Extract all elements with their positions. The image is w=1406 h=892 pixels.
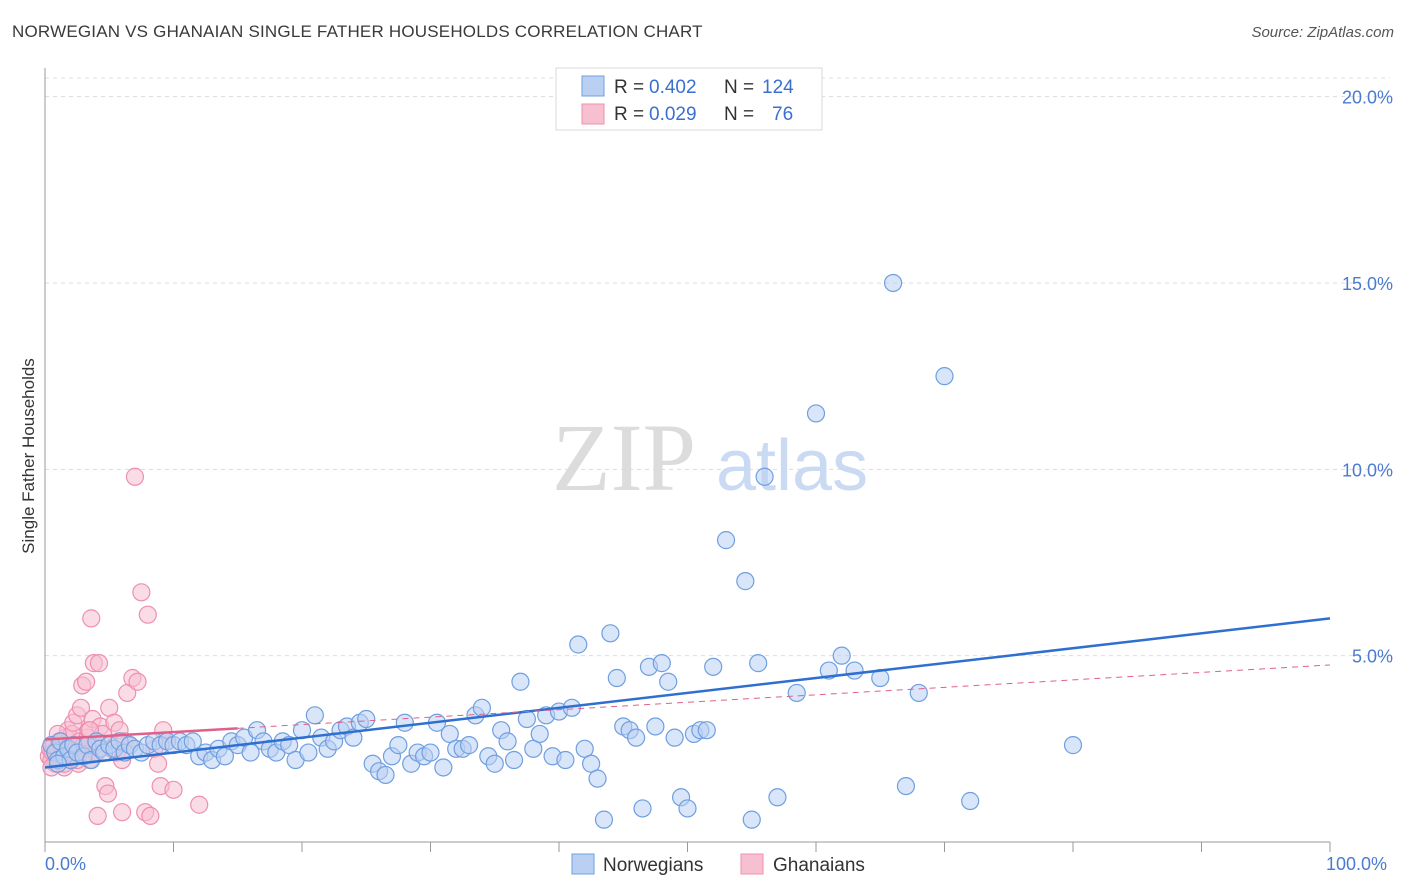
y-tick-label-1: 10.0%	[1342, 460, 1393, 480]
legend-swatch-norwegians	[581, 75, 605, 97]
norwegians-point-112	[736, 572, 755, 591]
bottom-legend-label-norwegians: Norwegians	[603, 855, 703, 876]
norwegians-point-92	[588, 769, 607, 788]
norwegians-point-56	[357, 709, 376, 729]
legend-r-value-ghanaians: 0.029	[649, 104, 697, 125]
norwegians-point-125	[909, 683, 928, 703]
y-tick-labels: 5.0% 10.0% 15.0% 20.0%	[1342, 88, 1393, 667]
y-tick-label-2: 15.0%	[1342, 274, 1393, 294]
norwegians-point-83	[530, 724, 549, 744]
norwegians-point-59	[376, 765, 395, 785]
norwegians-point-114	[749, 654, 768, 673]
norwegians-point-127	[961, 791, 980, 811]
y-tick-label-0: 5.0%	[1352, 647, 1393, 667]
watermark-atlas: atlas	[716, 426, 868, 506]
ghanaians-point-38	[88, 806, 107, 826]
norwegians-point-120	[832, 646, 851, 665]
trend-lines	[44, 617, 1331, 769]
ghanaians-point-29	[77, 672, 96, 691]
norwegians-point-95	[607, 668, 626, 688]
x-ticks	[44, 842, 1331, 852]
ghanaians-point-59	[141, 806, 160, 826]
y-tick-label-3: 20.0%	[1342, 88, 1393, 108]
norwegians-point-126	[935, 367, 954, 386]
norwegians-point-87	[556, 750, 575, 770]
ghanaians-point-39	[89, 654, 109, 673]
norwegians-trend-line	[44, 617, 1331, 769]
ghanaians-point-25	[71, 698, 91, 717]
legend-swatch-ghanaians	[581, 103, 605, 125]
norwegians-point-68	[434, 758, 453, 777]
ghanaians-point-65	[164, 780, 183, 799]
legend-r-value-norwegians: 0.402	[649, 77, 697, 98]
norwegians-point-62	[395, 713, 414, 732]
ghanaians-point-55	[128, 672, 147, 691]
norwegians-point-113	[742, 810, 761, 829]
ghanaians-point-56	[132, 583, 151, 602]
ghanaians-trend-line-solid	[44, 727, 238, 741]
norwegians-point-94	[601, 624, 620, 643]
legend-r-label-norwegians: R =	[614, 77, 649, 98]
norwegians-point-93	[594, 810, 614, 829]
norwegians-point-66	[421, 743, 440, 762]
ghanaians-point-43	[98, 784, 118, 803]
x-tick-label-max: 100.0%	[1326, 854, 1387, 874]
norwegians-point-72	[459, 736, 479, 755]
norwegians-point-101	[646, 717, 665, 736]
norwegians-point-80	[511, 672, 530, 691]
norwegians-point-99	[633, 799, 652, 818]
norwegians-point-103	[659, 672, 678, 691]
ghanaians-point-74	[190, 795, 209, 814]
x-tick-label-min: 0.0%	[45, 854, 86, 874]
norwegians-point-104	[665, 728, 684, 747]
watermark-zip: ZIP	[552, 404, 696, 511]
norwegians-point-47	[299, 743, 318, 762]
ghanaians-point-75	[112, 803, 132, 822]
norwegians-point-109	[697, 721, 716, 740]
legend-n-value-ghanaians: 76	[772, 104, 793, 125]
norwegians-point-117	[787, 683, 806, 703]
ghanaians-point-61	[148, 754, 168, 773]
norwegians-point-115	[755, 467, 774, 486]
source-credit: Source: ZipAtlas.com	[1251, 24, 1394, 41]
norwegians-point-98	[626, 728, 646, 747]
ghanaians-point-33	[82, 609, 101, 628]
bottom-legend: Norwegians Ghanaians	[571, 853, 865, 876]
legend-n-label-norwegians: N =	[724, 77, 759, 98]
norwegians-point-76	[485, 754, 504, 773]
norwegians-point-106	[678, 799, 697, 818]
norwegians-point-124	[896, 776, 916, 796]
norwegians-point-89	[569, 635, 588, 654]
bottom-legend-swatch-ghanaians	[740, 853, 764, 875]
legend-n-value-norwegians: 124	[762, 77, 794, 98]
norwegians-point-128	[1063, 736, 1083, 755]
norwegians-point-123	[883, 273, 903, 293]
norwegians-points	[42, 273, 1083, 829]
norwegians-point-78	[498, 732, 517, 751]
norwegians-point-111	[716, 531, 736, 550]
bottom-legend-swatch-norwegians	[571, 853, 595, 875]
norwegians-point-48	[305, 706, 324, 725]
norwegians-point-61	[389, 736, 408, 755]
norwegians-point-116	[768, 788, 787, 807]
legend-n-label-ghanaians: N =	[724, 104, 759, 125]
ghanaians-point-58	[138, 605, 157, 624]
legend: R = 0.402 N = 124 R = 0.029 N = 76	[555, 67, 823, 131]
ghanaians-point-54	[125, 467, 145, 486]
y-axis-label: Single Father Households	[19, 358, 38, 554]
legend-r-label-ghanaians: R =	[614, 104, 649, 125]
chart-title: NORWEGIAN VS GHANAIAN SINGLE FATHER HOUS…	[12, 22, 703, 41]
gridlines	[45, 77, 1390, 657]
x-tick-labels: 0.0% 100.0%	[45, 854, 1387, 874]
norwegians-point-129	[48, 754, 67, 773]
norwegians-point-102	[652, 654, 671, 673]
norwegians-point-121	[845, 661, 864, 680]
norwegians-point-79	[504, 750, 524, 770]
bottom-legend-label-ghanaians: Ghanaians	[773, 855, 865, 876]
ghanaians-points	[39, 467, 209, 826]
norwegians-point-118	[806, 404, 826, 423]
norwegians-point-110	[704, 657, 723, 676]
watermark: ZIP atlas	[552, 404, 868, 511]
